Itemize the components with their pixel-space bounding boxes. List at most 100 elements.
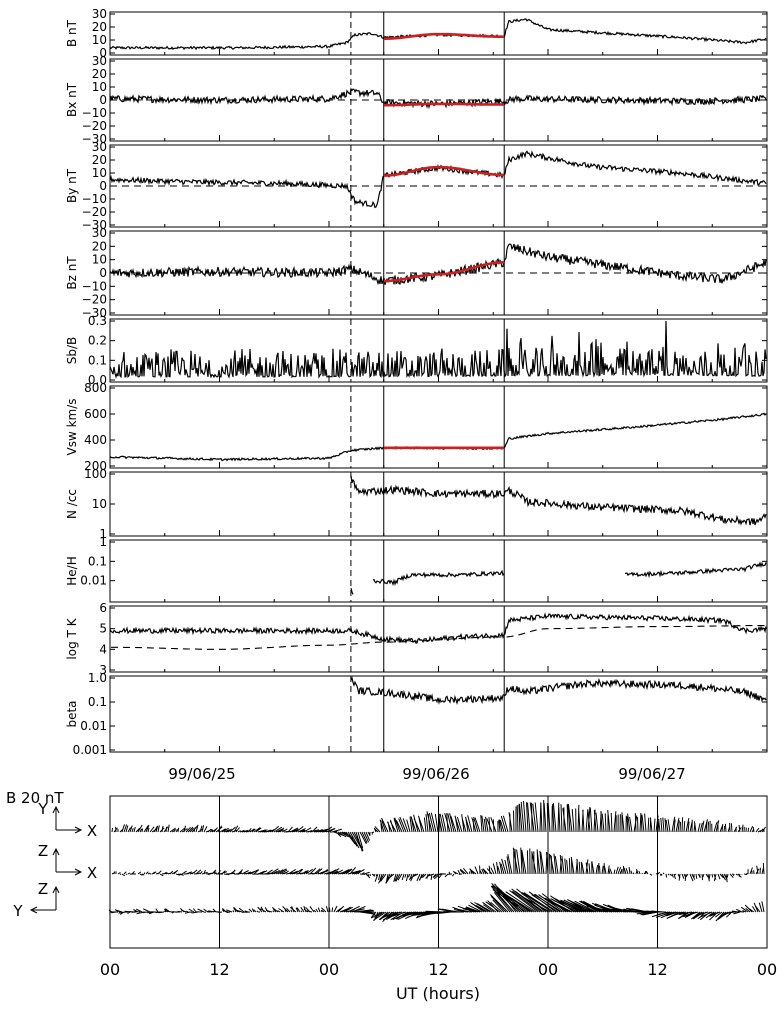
- arrow-head: [29, 906, 38, 914]
- panel-sbb: 0.0 0.1 0.2 0.3 Sb/B: [65, 314, 768, 387]
- date-label: 99/06/26: [402, 765, 469, 783]
- y-tick-label: 10: [92, 80, 107, 94]
- x-axis-title: UT (hours): [396, 984, 480, 1003]
- y-tick-label: −10: [82, 279, 107, 293]
- y-tick-label: 10: [92, 166, 107, 180]
- series-line: [350, 475, 767, 526]
- series-line: [109, 612, 767, 644]
- panel-beta: 0.001 0.01 0.1 1.0 beta: [65, 671, 768, 757]
- y-tick-label: 20: [92, 67, 107, 81]
- x-tick-label: 00: [100, 960, 120, 979]
- y-axis-label: By nT: [65, 168, 79, 203]
- series-line: [350, 587, 354, 595]
- y-tick-label: 600: [84, 407, 107, 421]
- y-tick-label: 30: [92, 54, 107, 68]
- y-tick-label: 30: [92, 226, 107, 240]
- y-tick-label: 3: [99, 663, 107, 677]
- series-line: [372, 569, 505, 586]
- y-tick-label: 0: [99, 93, 107, 107]
- y-tick-label: 0: [99, 179, 107, 193]
- y-tick-label: −30: [82, 218, 107, 232]
- field-vectors-row-3: [108, 883, 765, 922]
- y-tick-label: 0.2: [88, 334, 107, 348]
- y-tick-label: 6: [99, 601, 107, 615]
- axis-letter-vertical: Z: [38, 880, 48, 898]
- series-line: [109, 320, 767, 379]
- panel-frame: [109, 385, 768, 469]
- panel-n: 1 10 100 N /cc: [65, 467, 768, 541]
- y-axis-label: log T K: [65, 617, 79, 659]
- y-tick-label: 1.0: [88, 671, 107, 685]
- y-tick-label: 30: [92, 140, 107, 154]
- y-axis-label: He/H: [65, 556, 79, 585]
- y-axis-label: Bz nT: [65, 256, 79, 290]
- vector-scale-label: B 20 nT: [6, 789, 64, 807]
- y-tick-label: −20: [82, 293, 107, 307]
- x-tick-label: 12: [428, 960, 448, 979]
- y-tick-label: 200: [84, 459, 107, 473]
- y-tick-label: 10: [92, 33, 107, 47]
- x-tick-label: 12: [647, 960, 667, 979]
- series-line: [350, 676, 767, 705]
- series-line: [624, 561, 767, 579]
- axis-letter-horizontal: X: [87, 864, 97, 882]
- date-axis-labels: 99/06/25 99/06/26 99/06/27: [168, 765, 685, 783]
- arrow-head: [52, 885, 60, 894]
- y-axis-label: beta: [65, 700, 79, 727]
- y-axis-label: Bx nT: [65, 82, 79, 117]
- y-tick-label: 0.3: [88, 314, 107, 328]
- y-tick-label: −20: [82, 119, 107, 133]
- x-tick-label: 12: [209, 960, 229, 979]
- y-axis-label: B nT: [65, 19, 79, 47]
- arrow-head: [52, 847, 60, 856]
- y-tick-label: −10: [82, 106, 107, 120]
- panel-logt: 3 4 5 6 log T K: [65, 601, 768, 677]
- model-fit-line: [384, 261, 505, 283]
- series-line: [109, 412, 767, 462]
- y-tick-label: 0.01: [80, 574, 107, 588]
- field-vectors-row-1: [111, 799, 767, 852]
- panel-frame: [109, 675, 768, 753]
- y-tick-label: 1: [99, 527, 107, 541]
- y-tick-label: 0.1: [88, 554, 107, 568]
- y-tick-label: 1: [99, 535, 107, 549]
- y-tick-label: 0.1: [88, 695, 107, 709]
- axis-letter-horizontal: Y: [12, 902, 23, 920]
- panel-frame: [109, 471, 768, 537]
- y-tick-label: −10: [82, 192, 107, 206]
- y-tick-label: 0: [99, 266, 107, 280]
- y-tick-label: 20: [92, 153, 107, 167]
- x-tick-label: 00: [538, 960, 558, 979]
- axis-letter-vertical: Y: [37, 800, 48, 818]
- axis-letter-horizontal: X: [87, 822, 97, 840]
- y-tick-label: 800: [84, 381, 107, 395]
- y-axis-label: Vsw km/s: [65, 398, 79, 455]
- y-tick-label: 0.0: [88, 373, 107, 387]
- model-fit-line: [384, 165, 504, 177]
- y-tick-label: 4: [99, 642, 107, 656]
- y-tick-label: 20: [92, 239, 107, 253]
- panel-vsw: 200 400 600 800 Vsw km/s: [65, 381, 768, 473]
- y-tick-label: 0.01: [80, 719, 107, 733]
- axis-letter-vertical: Z: [38, 842, 48, 860]
- arrow-head: [74, 826, 83, 834]
- expected-temperature-line: [111, 625, 765, 650]
- y-tick-label: −30: [82, 132, 107, 146]
- y-axis-label: Sb/B: [65, 337, 79, 365]
- y-tick-label: 20: [92, 20, 107, 34]
- series-line: [109, 150, 767, 209]
- y-tick-label: 30: [92, 7, 107, 21]
- y-axis-label: N /cc: [65, 489, 79, 519]
- date-label: 99/06/25: [168, 765, 235, 783]
- y-tick-label: −20: [82, 205, 107, 219]
- panel-heh: 0.01 0.1 1 He/H: [65, 535, 768, 603]
- arrow-head: [74, 868, 83, 876]
- field-vectors-row-2: [111, 847, 765, 884]
- y-tick-label: 400: [84, 433, 107, 447]
